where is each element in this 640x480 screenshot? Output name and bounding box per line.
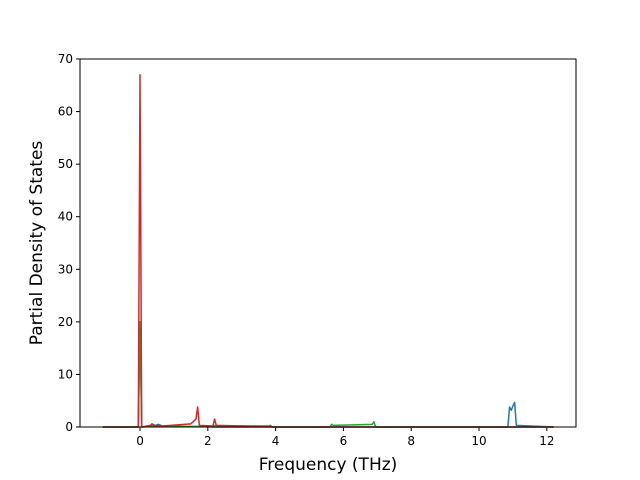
- y-tick-label: 20: [58, 315, 73, 329]
- line-series: [102, 321, 554, 428]
- y-tick-label: 40: [58, 210, 73, 224]
- x-axis-label: Frequency (THz): [259, 455, 398, 475]
- x-tick-label: 12: [539, 434, 554, 448]
- x-tick-label: 10: [471, 434, 486, 448]
- y-tick-label: 0: [65, 420, 73, 434]
- y-tick-label: 60: [58, 105, 73, 119]
- x-tick-label: 8: [407, 434, 415, 448]
- line-series: [102, 74, 554, 428]
- x-tick-label: 0: [136, 434, 144, 448]
- x-tick-label: 2: [204, 434, 212, 448]
- y-tick-label: 50: [58, 157, 73, 171]
- line-series: [102, 321, 554, 428]
- y-tick-label: 70: [58, 52, 73, 66]
- x-tick-label: 4: [272, 434, 280, 448]
- x-tick-label: 6: [340, 434, 348, 448]
- y-tick-label: 30: [58, 262, 73, 276]
- y-tick-label: 10: [58, 367, 73, 381]
- y-axis-label: Partial Density of States: [27, 141, 47, 346]
- plot-frame: [79, 58, 577, 428]
